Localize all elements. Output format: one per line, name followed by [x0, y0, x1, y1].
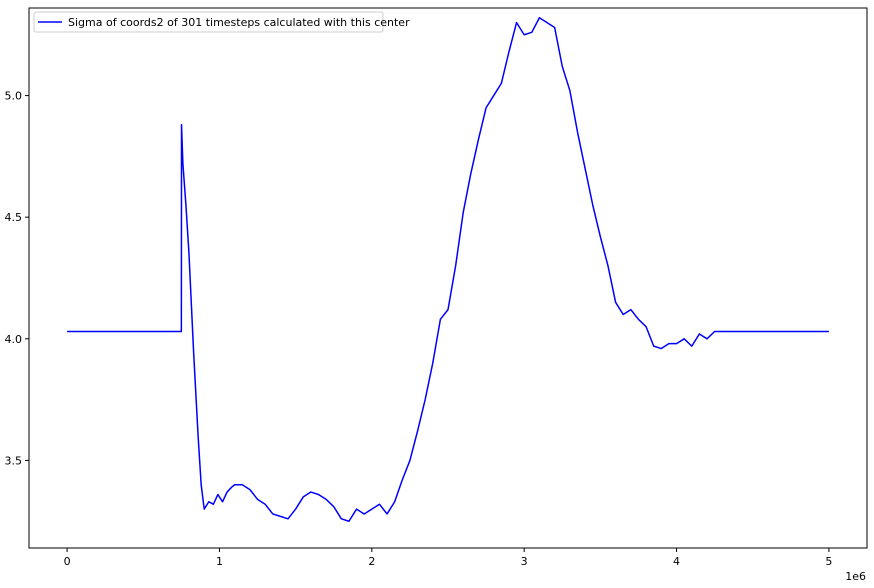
x-tick-label: 3	[521, 555, 528, 568]
x-tick-label: 2	[368, 555, 375, 568]
y-tick-label: 4.5	[5, 211, 23, 224]
plot-frame	[28, 7, 868, 549]
x-tick-label: 1	[216, 555, 223, 568]
y-axis: 3.5 4.0 4.5 5.0	[5, 90, 29, 467]
x-axis: 0 1 2 3 4 5	[64, 548, 832, 568]
y-tick-label: 4.0	[5, 333, 23, 346]
series-line	[67, 16, 829, 522]
x-tick-label: 5	[825, 555, 832, 568]
y-tick-label: 3.5	[5, 454, 23, 467]
plot-area	[29, 8, 867, 548]
legend-box	[33, 11, 384, 33]
x-offset-label: 1e6	[845, 570, 866, 583]
x-tick-label: 0	[64, 555, 71, 568]
y-tick-label: 5.0	[5, 90, 23, 103]
legend: Sigma of coords2 of 301 timesteps calcul…	[33, 11, 410, 33]
legend-label: Sigma of coords2 of 301 timesteps calcul…	[68, 16, 410, 29]
series-layer	[67, 16, 829, 522]
x-tick-label: 4	[673, 555, 680, 568]
